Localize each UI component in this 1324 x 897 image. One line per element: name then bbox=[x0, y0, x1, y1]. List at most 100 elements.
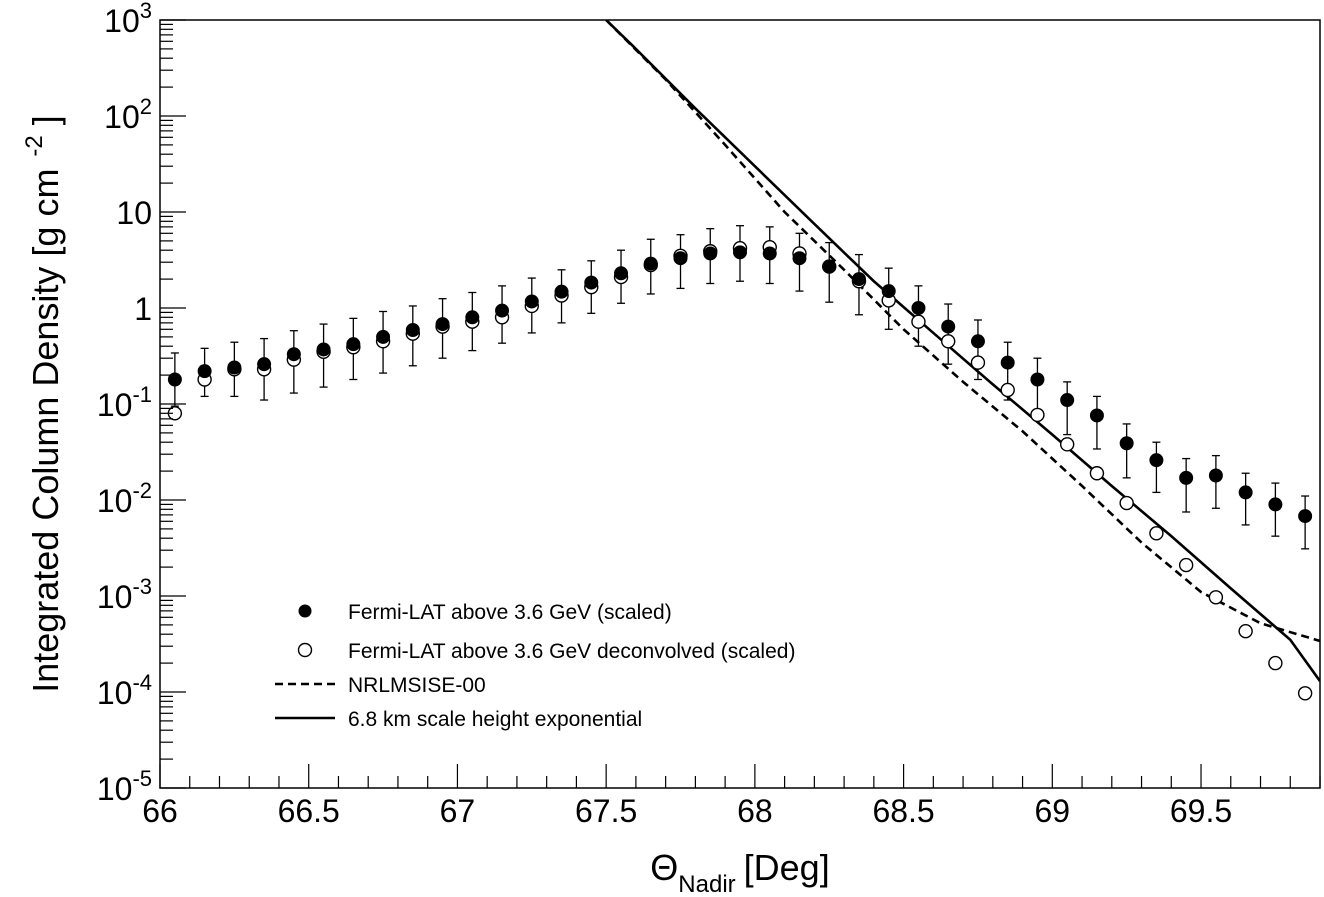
filled-circle-point bbox=[465, 310, 480, 325]
filled-circle-point bbox=[911, 301, 926, 315]
open-circle-point bbox=[970, 355, 986, 370]
open-circle-point bbox=[1297, 686, 1313, 701]
filled-circle-point bbox=[257, 357, 272, 372]
y-tick-label: 1 bbox=[134, 291, 152, 327]
y-tick-mantissa: 10 bbox=[104, 99, 140, 135]
filled-circle-point bbox=[376, 329, 391, 344]
filled-circle-point bbox=[346, 337, 361, 352]
filled-circle-point bbox=[1000, 355, 1015, 370]
filled-circle-point bbox=[495, 303, 510, 318]
filled-circle-point bbox=[1149, 453, 1164, 468]
filled-circle-point bbox=[197, 364, 212, 379]
y-tick-mantissa: 10 bbox=[97, 483, 133, 519]
filled-circle-point bbox=[762, 246, 777, 261]
open-circle-point bbox=[1119, 495, 1134, 511]
y-tick-label: 10-2 bbox=[97, 478, 152, 519]
filled-circle-point bbox=[1298, 509, 1313, 524]
open-circle-point bbox=[1089, 466, 1105, 481]
filled-circle-point bbox=[733, 245, 747, 260]
filled-circle-point bbox=[851, 272, 866, 287]
y-tick-exponent: -2 bbox=[132, 478, 152, 503]
x-tick-label: 68.5 bbox=[872, 793, 934, 829]
y-axis-title-main: Integrated Column Density [g cm bbox=[25, 169, 66, 693]
open-circle-point bbox=[941, 334, 956, 349]
plot-area bbox=[167, 20, 1320, 701]
filled-circle-point bbox=[1089, 408, 1104, 423]
filled-circle-point bbox=[881, 284, 896, 299]
filled-circle-point bbox=[822, 259, 837, 274]
y-tick-label: 10-4 bbox=[97, 670, 152, 711]
filled-circle-point bbox=[286, 347, 301, 362]
open-circle-point bbox=[1268, 655, 1283, 671]
filled-circle-point bbox=[1238, 485, 1253, 500]
legend: Fermi-LAT above 3.6 GeV (scaled) Fermi-LA… bbox=[275, 601, 795, 731]
x-tick-label: 69.5 bbox=[1170, 793, 1232, 829]
open-circle-point bbox=[1149, 526, 1164, 541]
open-circle-point bbox=[1178, 557, 1194, 573]
open-circle-point bbox=[1208, 590, 1224, 605]
filled-circle-point bbox=[1060, 393, 1075, 408]
open-circle-point bbox=[1059, 437, 1075, 452]
filled-circle-point bbox=[792, 251, 807, 266]
x-axis-title-unit: [Deg] bbox=[744, 847, 830, 888]
filled-circle-point bbox=[167, 372, 182, 387]
legend-label: 6.8 km scale height exponential bbox=[348, 708, 642, 731]
y-tick-label: 10-5 bbox=[97, 766, 152, 807]
filled-circle-point bbox=[554, 284, 569, 299]
open-circle-point bbox=[1030, 407, 1045, 423]
filled-circle-point bbox=[1268, 497, 1283, 512]
y-tick-mantissa: 10 bbox=[116, 195, 152, 231]
filled-circle-point bbox=[614, 266, 629, 281]
y-tick-mantissa: 10 bbox=[104, 3, 140, 39]
y-tick-label: 10 bbox=[116, 195, 152, 231]
y-tick-mantissa: 1 bbox=[134, 291, 152, 327]
x-axis-title: ΘNadir [Deg] bbox=[650, 847, 829, 897]
y-tick-mantissa: 10 bbox=[97, 579, 133, 615]
y-axis-title: Integrated Column Density [g cm -2] bbox=[21, 115, 66, 693]
filled-circle-point bbox=[435, 317, 450, 332]
filled-circle-point bbox=[643, 256, 658, 271]
filled-circle-point bbox=[1119, 436, 1134, 451]
legend-label: NRLMSISE-00 bbox=[348, 674, 486, 697]
filled-circle-point bbox=[1208, 468, 1223, 483]
y-axis-title-close: ] bbox=[25, 115, 66, 125]
y-tick-exponent: -1 bbox=[132, 382, 152, 407]
y-tick-exponent: -3 bbox=[132, 574, 152, 599]
x-tick-label: 66 bbox=[142, 793, 178, 829]
y-tick-mantissa: 10 bbox=[97, 675, 133, 711]
filled-circle-point bbox=[970, 334, 985, 349]
legend-marker-filled bbox=[298, 604, 312, 618]
y-tick-exponent: 2 bbox=[140, 94, 152, 119]
y-tick-mantissa: 10 bbox=[97, 771, 133, 807]
series-line-nrlmsise bbox=[605, 20, 1320, 643]
open-circle-point bbox=[1000, 382, 1015, 398]
filled-circle-point bbox=[1030, 372, 1045, 387]
filled-circle-point bbox=[1179, 470, 1194, 485]
x-tick-label: 67 bbox=[440, 793, 476, 829]
legend-label: Fermi-LAT above 3.6 GeV deconvolved (sca… bbox=[348, 640, 795, 663]
y-axis-title-superscript: -2 bbox=[21, 135, 48, 156]
y-tick-label: 103 bbox=[104, 0, 152, 39]
legend-marker-open bbox=[297, 642, 313, 658]
filled-circle-point bbox=[941, 319, 956, 334]
y-tick-label: 102 bbox=[104, 94, 152, 135]
series-line-exponential bbox=[605, 20, 1320, 682]
y-tick-label: 10-3 bbox=[97, 574, 152, 615]
x-tick-label: 66.5 bbox=[278, 793, 340, 829]
x-tick-label: 69 bbox=[1035, 793, 1071, 829]
x-tick-label: 67.5 bbox=[575, 793, 637, 829]
open-circle-point bbox=[1238, 623, 1253, 639]
y-tick-exponent: 3 bbox=[140, 0, 152, 23]
filled-circle-point bbox=[405, 322, 420, 337]
x-axis: 66 66.5 67 67.5 68 68.5 69 69.5 bbox=[142, 764, 1321, 829]
filled-circle-point bbox=[584, 275, 599, 290]
y-tick-label: 10-1 bbox=[97, 382, 152, 423]
x-axis-title-symbol: Θ bbox=[650, 847, 678, 888]
filled-circle-point bbox=[524, 294, 539, 309]
legend-label: Fermi-LAT above 3.6 GeV (scaled) bbox=[348, 601, 672, 624]
open-circle-point bbox=[911, 314, 926, 329]
filled-circle-point bbox=[227, 360, 242, 375]
x-axis-title-subscript: Nadir bbox=[678, 871, 735, 897]
